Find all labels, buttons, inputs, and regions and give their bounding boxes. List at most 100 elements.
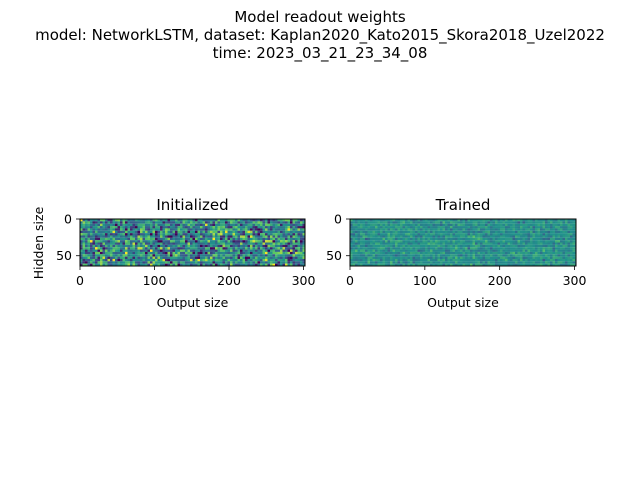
heatmap-cell [427,244,431,248]
heatmap-cell [460,226,463,229]
heatmap-cell [430,223,433,227]
heatmap-cell [220,247,223,250]
heatmap-cell [247,230,251,234]
heatmap-cell [107,237,111,241]
heatmap-cell [420,230,423,234]
heatmap-cell [390,228,393,231]
heatmap-cell [572,237,576,241]
heatmap-cell [412,242,416,245]
heatmap-cell [422,249,426,252]
heatmap-cell [125,251,128,255]
heatmap-cell [275,237,278,241]
heatmap-cell [415,263,418,266]
heatmap-cell [170,226,173,229]
heatmap-cell [187,228,191,231]
heatmap-cell [235,251,238,255]
heatmap-cell [400,233,403,236]
heatmap-cell [217,228,221,231]
heatmap-cell [560,256,563,259]
heatmap-cell [142,256,146,259]
heatmap-cell [115,251,118,255]
heatmap-cell [475,235,478,238]
heatmap-cell [567,263,571,266]
heatmap-cell [292,226,296,229]
heatmap-cell [562,251,566,255]
heatmap-cell [250,261,253,264]
heatmap-cell [437,226,441,229]
heatmap-cell [170,247,173,250]
heatmap-cell [430,230,433,234]
heatmap-cell [352,228,356,231]
heatmap-cell [425,219,428,222]
heatmap-cell [162,233,166,236]
heatmap-cell [557,221,561,224]
heatmap-cell [490,254,493,257]
heatmap-cell [457,256,461,259]
heatmap-cell [350,242,353,245]
heatmap-cell [85,223,88,227]
heatmap-cell [145,249,148,252]
heatmap-cell [552,247,556,250]
heatmap-cell [105,254,108,257]
heatmap-cell [430,249,433,252]
heatmap-cell [567,237,571,241]
heatmap-cell [267,221,271,224]
heatmap-cell [235,233,238,236]
heatmap-cell [465,228,468,231]
heatmap-cell [485,237,488,241]
heatmap-cell [510,237,513,241]
heatmap-cell [540,244,543,248]
heatmap-cell [532,235,536,238]
heatmap-cell [255,244,258,248]
heatmap-cell [132,235,136,238]
heatmap-cell [202,230,206,234]
heatmap-cell [415,221,418,224]
heatmap-cell [217,263,221,266]
heatmap-cell [295,261,298,264]
heatmap-cell [97,254,101,257]
heatmap-cell [110,258,113,262]
heatmap-cell [82,228,86,231]
heatmap-cell [417,233,421,236]
heatmap-cell [565,219,568,222]
heatmap-cell [105,223,108,227]
heatmap-cell [552,263,556,266]
heatmap-cell [272,233,276,236]
heatmap-cell [377,256,381,259]
heatmap-cell [477,263,481,266]
heatmap-cell [137,247,141,250]
heatmap-cell [220,226,223,229]
heatmap-cell [230,261,233,264]
heatmap-cell [157,258,161,262]
heatmap-cell [512,256,516,259]
heatmap-cell [257,256,261,259]
heatmap-cell [545,219,548,222]
heatmap-cell [375,258,378,262]
heatmap-cell [95,247,98,250]
heatmap-cell [220,221,223,224]
heatmap-cell [457,230,461,234]
heatmap-cell [537,263,541,266]
heatmap-cell [382,256,386,259]
heatmap-cell [427,237,431,241]
heatmap-cell [467,233,471,236]
heatmap-cell [135,251,138,255]
heatmap-cell [555,240,558,243]
heatmap-cell [440,251,443,255]
heatmap-cell [275,233,278,236]
heatmap-cell [490,242,493,245]
heatmap-cell [85,219,88,222]
heatmap-cell [497,228,501,231]
heatmap-cell [125,228,128,231]
heatmap-cell [282,230,286,234]
heatmap-cell [297,233,301,236]
heatmap-cell [112,256,116,259]
heatmap-cell [532,223,536,227]
heatmap-cell [517,240,521,243]
heatmap-cell [210,223,213,227]
heatmap-cell [95,235,98,238]
heatmap-cell [515,263,518,266]
heatmap-cell [205,223,208,227]
heatmap-cell [212,235,216,238]
heatmap-cell [112,237,116,241]
